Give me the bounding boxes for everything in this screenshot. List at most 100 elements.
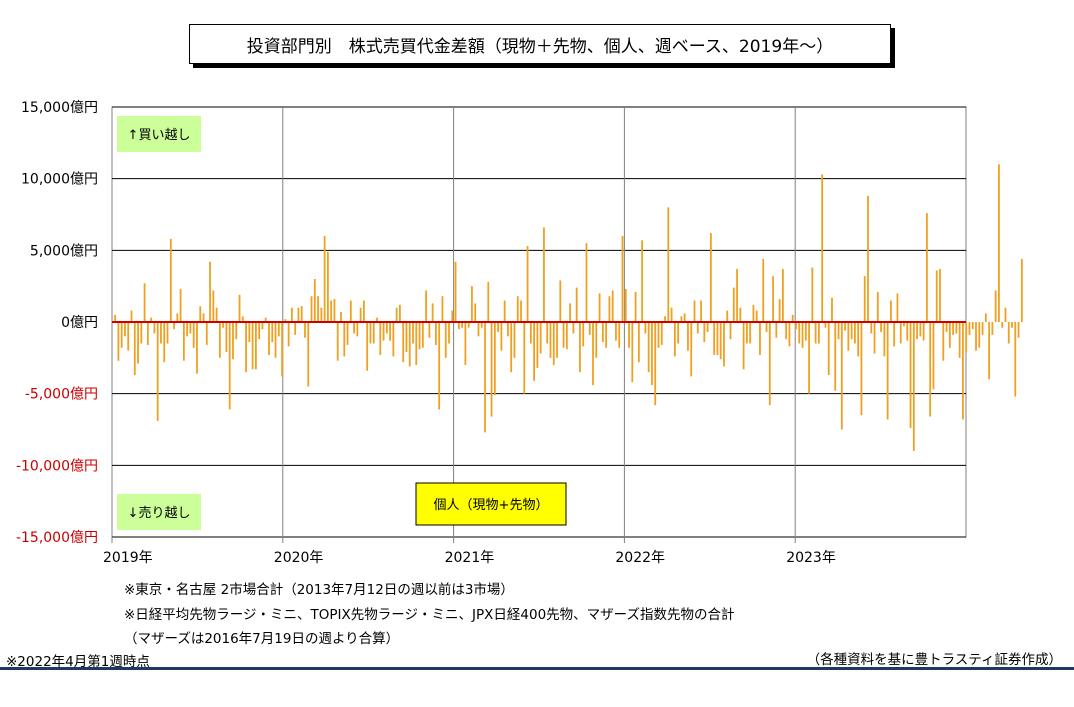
bar: [585, 243, 588, 322]
bar: [781, 268, 784, 322]
bar: [310, 296, 313, 322]
bar: [356, 322, 359, 337]
bar: [363, 300, 365, 322]
bar: [703, 322, 706, 343]
bar: [372, 322, 375, 344]
bar: [241, 316, 244, 322]
bar: [968, 322, 971, 335]
bar: [166, 322, 169, 344]
note-mothers: （マザーズは2016年7月19日の週より合算）: [124, 631, 400, 647]
bar: [775, 322, 778, 338]
bar: [133, 322, 136, 376]
bar: [421, 322, 424, 348]
bar: [870, 322, 873, 334]
bar: [480, 322, 483, 328]
bar: [382, 322, 385, 341]
bar: [890, 300, 892, 322]
bar: [981, 322, 984, 335]
bar: [225, 322, 228, 353]
bar: [507, 322, 509, 337]
bar: [713, 322, 716, 355]
bar: [556, 322, 558, 358]
x-tick-label: 2021年: [445, 550, 495, 566]
bar: [837, 322, 840, 340]
bar: [395, 307, 398, 322]
bar: [844, 322, 846, 331]
bar: [182, 322, 185, 361]
bar: [791, 314, 794, 322]
bar: [912, 322, 915, 451]
bar: [533, 322, 536, 381]
bar: [814, 322, 817, 344]
bar: [876, 291, 879, 322]
bar: [1014, 322, 1017, 397]
bar: [932, 322, 935, 390]
bar: [867, 195, 869, 322]
bar: [772, 276, 774, 322]
bar: [209, 261, 211, 322]
x-tick-label: 2020年: [274, 550, 324, 566]
bar: [984, 313, 987, 322]
bar: [693, 300, 696, 322]
bar: [307, 322, 310, 387]
bar: [448, 322, 450, 344]
bar: [549, 322, 552, 358]
bar: [160, 322, 162, 344]
bar: [405, 322, 408, 353]
bar: [169, 238, 172, 322]
bar: [755, 310, 758, 322]
bar: [248, 322, 251, 343]
buy-annotation-box: [117, 116, 201, 152]
note-source: （各種資料を基に豊トラスティ証券作成）: [806, 652, 1062, 668]
bar: [562, 322, 565, 348]
bar: [647, 322, 650, 373]
bar: [808, 322, 810, 394]
bar: [490, 322, 493, 417]
bar: [235, 322, 238, 340]
bar: [124, 322, 126, 337]
bar: [569, 303, 572, 322]
bar: [290, 307, 293, 322]
bar: [153, 322, 156, 334]
bar: [827, 322, 830, 376]
bar: [212, 290, 215, 322]
bar: [615, 322, 617, 341]
bar: [958, 322, 961, 358]
bar: [618, 322, 621, 348]
bar: [520, 300, 522, 322]
bar: [366, 322, 369, 371]
bar: [510, 322, 513, 373]
bar: [1017, 322, 1020, 338]
bar: [795, 322, 797, 330]
bar: [804, 322, 807, 341]
y-tick-label: 10,000億円: [21, 172, 98, 188]
bar: [484, 322, 486, 433]
bar: [723, 322, 725, 367]
bar: [991, 322, 994, 335]
bar: [546, 322, 549, 344]
bar: [644, 322, 647, 334]
bar: [863, 276, 866, 322]
bar: [543, 227, 545, 322]
bar: [385, 322, 388, 334]
bar: [192, 322, 195, 348]
bar: [343, 322, 346, 357]
y-tick-label: 15,000億円: [21, 100, 98, 116]
bar: [922, 322, 925, 341]
bar: [428, 322, 431, 338]
legend-label: 個人（現物+先物）: [434, 498, 549, 513]
bar: [238, 294, 241, 322]
sell-annotation-label: ↓売り越し: [128, 505, 191, 521]
bar: [608, 296, 611, 322]
bar: [258, 322, 261, 340]
bar: [680, 316, 683, 322]
bar: [232, 322, 234, 360]
bar: [369, 322, 372, 344]
x-tick-label: 2023年: [786, 550, 836, 566]
bar: [765, 322, 768, 333]
bar: [857, 322, 860, 357]
bar: [736, 268, 738, 322]
bar: [156, 322, 159, 421]
bar: [137, 322, 139, 364]
bar: [389, 322, 391, 341]
